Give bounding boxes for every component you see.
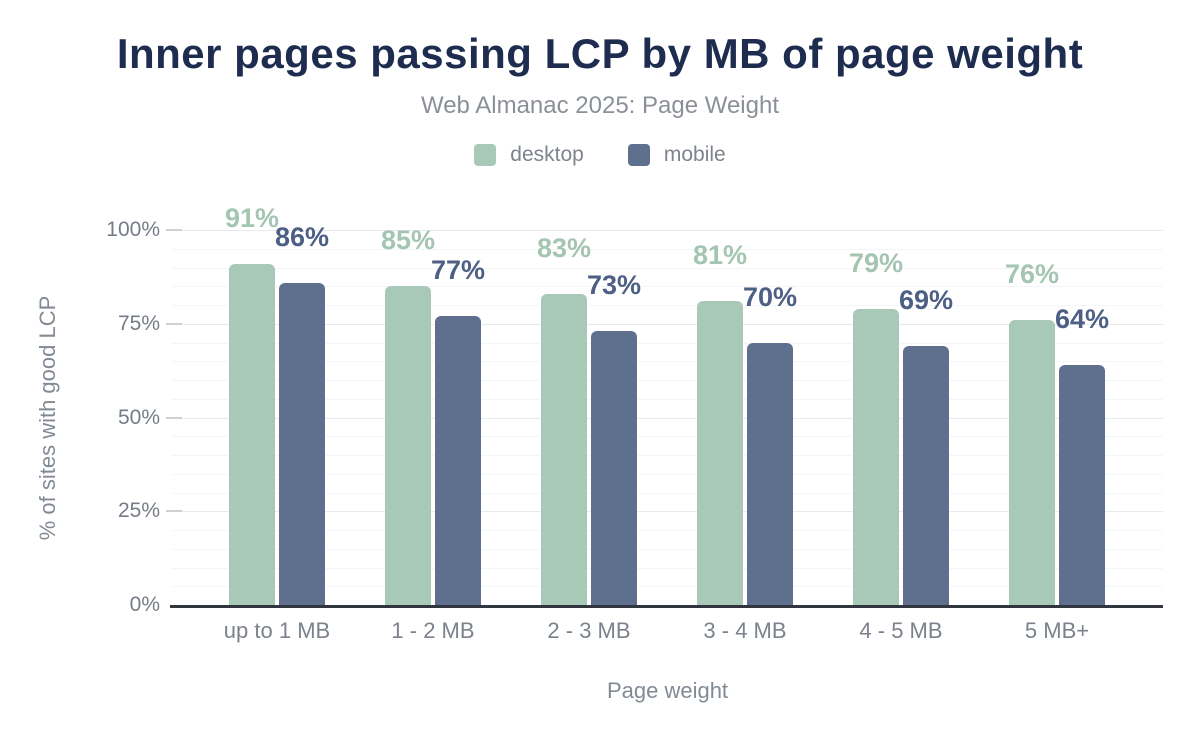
x-tick-label-up-to-1-mb: up to 1 MB [223,618,331,643]
legend: desktop mobile [0,143,1200,167]
bar-mobile-3-4-mb [747,342,793,605]
gridline-80pct [172,305,1163,306]
bar-desktop-up-to-1-mb [229,263,275,605]
y-tick-mark-100 [166,229,182,231]
y-tick-label-0: 0% [129,593,160,616]
y-tick-mark-75 [166,322,182,325]
gridline-10pct [172,567,1163,569]
x-tick-label-5-mb: 5 MB+ [1024,618,1090,643]
bar-value-label-desktop-2-3-mb: 83% [536,232,592,263]
legend-label-desktop: desktop [510,143,584,166]
bar-mobile-up-to-1-mb [279,282,325,605]
y-tick-label-100: 100% [106,218,160,241]
bar-desktop-1-2-mb [385,286,431,605]
gridline-5pct [172,586,1163,588]
gridline-45pct [172,436,1163,438]
gridline-55pct [172,398,1163,400]
bar-value-label-mobile-4-5-mb: 69% [898,285,954,316]
x-tick-label-2-3-mb: 2 - 3 MB [547,618,631,643]
y-axis-title: % of sites with good LCP [35,295,60,541]
bar-value-label-desktop-5-mb: 76% [1004,259,1060,289]
gridline-50pct [172,417,1163,419]
gridline-65pct [172,361,1163,363]
x-tick-label-4-5-mb: 4 - 5 MB [859,618,943,643]
bar-mobile-1-2-mb [435,316,481,605]
gridline-40pct [172,455,1163,456]
x-tick-label-1-2-mb: 1 - 2 MB [391,618,475,643]
bar-value-label-mobile-up-to-1-mb: 86% [274,221,330,252]
bar-mobile-2-3-mb [591,331,637,605]
mobile-series-swatch [627,144,650,166]
page-title: Inner pages passing LCP by MB of page we… [116,30,1084,77]
gridline-100pct [172,230,1163,231]
gridline-85pct [172,286,1163,288]
chart-subtitle: Web Almanac 2025: Page Weight [420,92,779,119]
gridline-75pct [172,323,1163,325]
legend-item-mobile: mobile [627,143,726,167]
x-axis-title: Page weight [606,678,729,703]
gridline-15pct [172,548,1163,550]
gridline-95pct [172,248,1163,250]
bar-value-label-desktop-up-to-1-mb: 91% [224,202,280,233]
bar-value-label-mobile-1-2-mb: 77% [430,255,486,286]
x-tick-label-3-4-mb: 3 - 4 MB [703,618,787,643]
gridline-20pct [172,530,1163,531]
y-tick-mark-25 [166,510,182,513]
gridline-90pct [172,267,1163,269]
bar-mobile-5-mb [1059,365,1105,605]
gridline-30pct [172,492,1163,494]
y-tick-label-25: 25% [117,499,160,523]
y-tick-mark-50 [166,416,182,419]
bar-desktop-5-mb [1009,320,1055,605]
legend-item-desktop: desktop [474,143,584,167]
gridline-25pct [172,511,1163,513]
bar-value-label-desktop-4-5-mb: 79% [848,247,904,278]
bar-mobile-4-5-mb [903,346,949,605]
bar-desktop-4-5-mb [853,308,899,605]
bar-desktop-2-3-mb [541,293,587,605]
gridline-60pct [172,380,1163,381]
gridline-35pct [172,473,1163,475]
y-tick-label-75: 75% [117,311,160,335]
desktop-series-swatch [474,144,497,166]
bar-value-label-mobile-3-4-mb: 70% [742,281,798,312]
bar-value-label-mobile-2-3-mb: 73% [586,270,642,301]
gridline-70pct [172,342,1163,344]
bar-value-label-desktop-1-2-mb: 85% [380,225,436,256]
bar-desktop-3-4-mb [697,301,743,605]
bar-value-label-desktop-3-4-mb: 81% [692,240,748,271]
bar-value-label-mobile-5-mb: 64% [1054,304,1110,334]
x-axis-line [170,605,1163,608]
legend-label-mobile: mobile [663,143,726,166]
y-tick-label-50: 50% [117,405,160,429]
